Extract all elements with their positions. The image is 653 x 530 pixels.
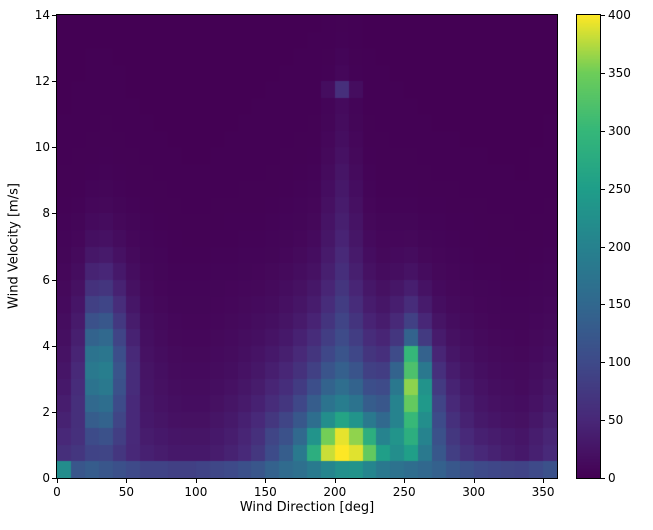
- tick-mark: [52, 147, 56, 148]
- tick-mark: [404, 479, 405, 483]
- x-tick-label: 250: [392, 485, 416, 499]
- tick-mark: [601, 478, 605, 479]
- colorbar-tick-label: 50: [608, 413, 624, 428]
- colorbar-tick-label: 0: [608, 471, 616, 485]
- y-tick-label: 10: [34, 140, 50, 155]
- tick-mark: [601, 73, 605, 74]
- colorbar-tick-label: 250: [608, 181, 631, 196]
- y-tick-label: 2: [42, 404, 50, 419]
- tick-mark: [196, 479, 197, 483]
- tick-mark: [52, 280, 56, 281]
- tick-mark: [543, 479, 544, 483]
- tick-mark: [57, 479, 58, 483]
- tick-mark: [52, 346, 56, 347]
- x-tick-label: 0: [53, 485, 61, 499]
- x-axis-label: Wind Direction [deg]: [239, 500, 375, 515]
- tick-mark: [126, 479, 127, 483]
- colorbar-tick-label: 100: [608, 355, 631, 370]
- colorbar-tick-label: 300: [608, 123, 631, 138]
- x-tick-label: 350: [531, 485, 555, 499]
- tick-mark: [335, 479, 336, 483]
- y-tick-label: 6: [42, 272, 50, 287]
- colorbar-tick-label: 400: [608, 8, 631, 22]
- tick-mark: [52, 412, 56, 413]
- y-axis-label: Wind Velocity [m/s]: [6, 183, 22, 309]
- tick-mark: [52, 81, 56, 82]
- x-tick-label: 50: [118, 485, 135, 499]
- tick-mark: [601, 15, 605, 16]
- y-tick-label: 8: [42, 206, 50, 221]
- colorbar-gradient: [577, 15, 600, 478]
- y-tick-label: 4: [42, 338, 50, 353]
- y-tick-label: 0: [42, 471, 50, 485]
- x-tick-label: 150: [253, 485, 277, 499]
- y-tick-label: 12: [34, 74, 50, 89]
- tick-mark: [474, 479, 475, 483]
- y-tick-label: 14: [34, 8, 50, 22]
- tick-mark: [52, 15, 56, 16]
- tick-mark: [265, 479, 266, 483]
- tick-mark: [601, 420, 605, 421]
- tick-mark: [52, 213, 56, 214]
- colorbar-tick-label: 350: [608, 65, 631, 80]
- tick-mark: [601, 362, 605, 363]
- colorbar-tick-label: 200: [608, 239, 631, 254]
- tick-mark: [601, 189, 605, 190]
- heatmap-canvas: [57, 15, 557, 478]
- x-tick-label: 200: [323, 485, 347, 499]
- tick-mark: [601, 304, 605, 305]
- x-tick-label: 300: [462, 485, 486, 499]
- tick-mark: [52, 478, 56, 479]
- colorbar-tick-label: 150: [608, 297, 631, 312]
- tick-mark: [601, 247, 605, 248]
- x-tick-label: 100: [184, 485, 208, 499]
- tick-mark: [601, 131, 605, 132]
